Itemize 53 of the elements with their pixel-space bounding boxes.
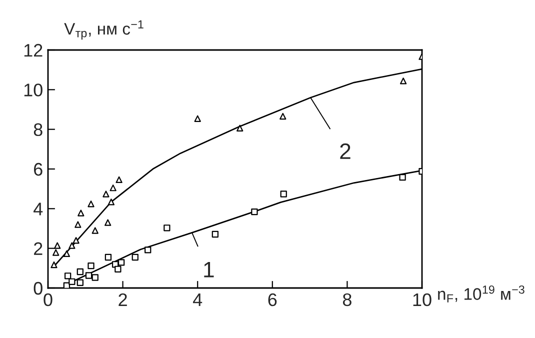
point <box>108 198 115 206</box>
point <box>102 190 110 198</box>
point <box>54 242 61 249</box>
point <box>74 221 82 228</box>
y-tick-label: 6 <box>34 162 42 176</box>
y-tick-label: 12 <box>24 44 42 57</box>
point <box>88 262 94 270</box>
y-axis-title: V$_{тр}$, нм с$^{−1}$ <box>64 20 144 40</box>
point <box>114 266 122 272</box>
point <box>399 174 406 181</box>
x-tick-label: 10 <box>413 293 432 306</box>
point <box>76 279 84 286</box>
x-tick-label: 8 <box>342 293 352 306</box>
point <box>236 124 244 132</box>
point <box>164 224 170 232</box>
point <box>110 184 116 192</box>
x-axis-title: n$_{F}$, 10$^{19}$ м$^{−3}$ <box>438 285 524 302</box>
point <box>144 246 152 254</box>
point <box>92 274 98 281</box>
point <box>92 227 98 234</box>
y-tick-label: 4 <box>34 202 43 216</box>
point <box>194 115 201 122</box>
point <box>64 272 72 280</box>
point <box>280 112 286 120</box>
y-tick-label: 0 <box>34 282 42 295</box>
point <box>104 219 112 226</box>
point <box>72 237 80 244</box>
x-tick-label: 6 <box>268 293 277 306</box>
point <box>116 176 122 184</box>
point <box>68 278 76 285</box>
point <box>400 78 407 84</box>
point <box>85 272 92 279</box>
point <box>88 200 94 208</box>
x-tick-label: 0 <box>44 293 52 306</box>
point <box>52 249 60 256</box>
y-tick-label: 10 <box>24 84 42 96</box>
x-tick-label: 4 <box>192 294 202 306</box>
annotation: 2 <box>340 143 350 159</box>
point <box>212 230 219 238</box>
y-tick-label: 8 <box>34 123 42 136</box>
point <box>118 259 125 266</box>
point <box>68 242 76 249</box>
point <box>76 268 84 276</box>
point <box>132 254 138 261</box>
point <box>50 261 58 268</box>
point <box>104 254 112 261</box>
x-tick-label: 2 <box>118 293 127 306</box>
y-tick-label: 2 <box>34 242 42 255</box>
point <box>251 208 258 216</box>
annotation: 1 <box>204 262 214 278</box>
point <box>280 190 287 198</box>
point <box>63 250 70 258</box>
point <box>78 210 84 216</box>
